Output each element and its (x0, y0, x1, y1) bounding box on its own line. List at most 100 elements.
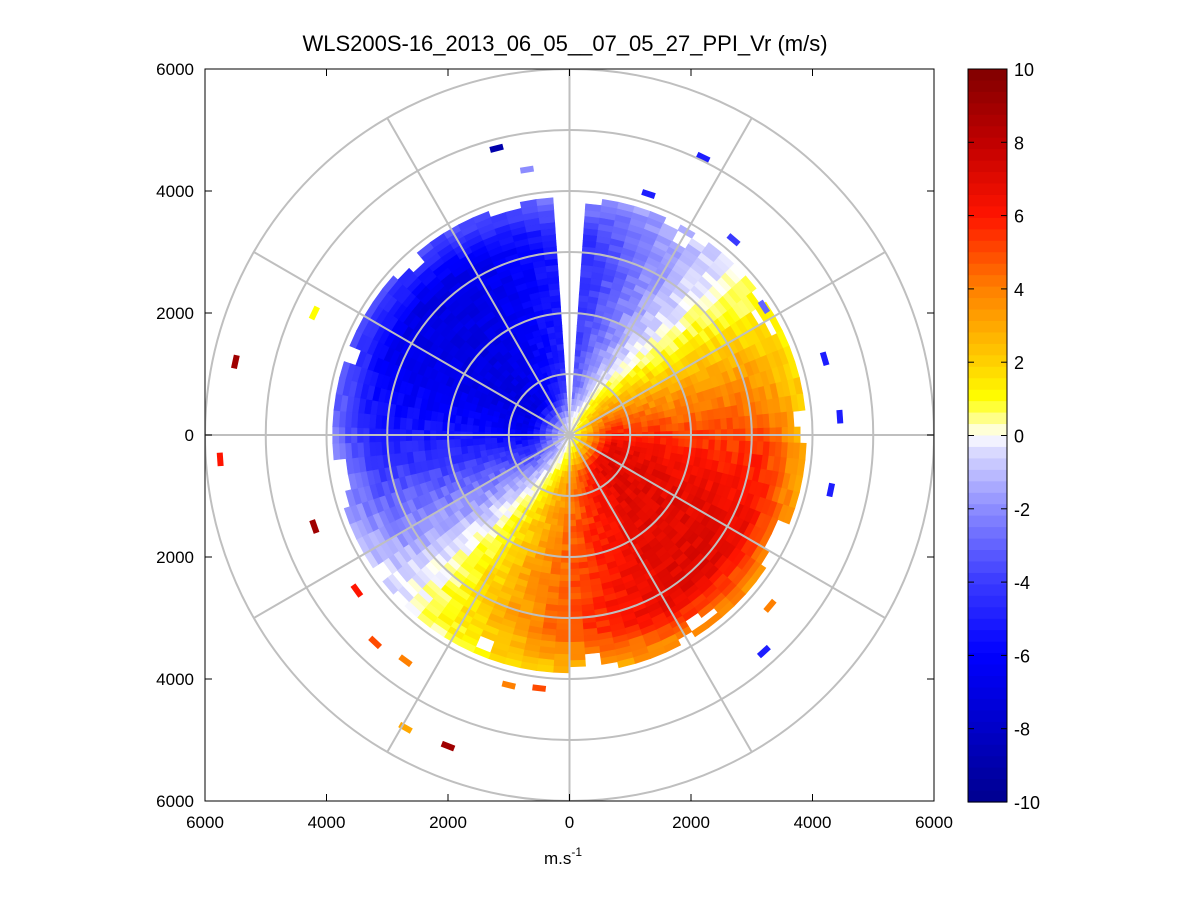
velocity-cell (562, 538, 570, 544)
y-tick-label: 2000 (156, 548, 194, 567)
colorbar-swatch (968, 768, 1007, 780)
velocity-cell (562, 380, 566, 387)
colorbar-swatch (968, 69, 1007, 81)
colorbar-swatch (968, 344, 1007, 356)
colorbar-swatch (968, 275, 1007, 287)
colorbar-swatch (968, 504, 1007, 516)
colorbar-tick-label: -2 (1014, 500, 1030, 520)
velocity-cell (559, 575, 569, 581)
x-tick-label: 4000 (794, 813, 832, 832)
chart-title: WLS200S-16_2013_06_05__07_05_27_PPI_Vr (… (302, 31, 827, 56)
colorbar-swatch (968, 458, 1007, 470)
velocity-cell (556, 526, 563, 533)
velocity-cell (577, 319, 586, 326)
velocity-cell (654, 425, 661, 432)
velocity-cell (576, 332, 584, 339)
colorbar-tick-label: 10 (1014, 60, 1034, 80)
velocity-cell (553, 544, 562, 551)
velocity-cell (642, 427, 648, 433)
colorbar-swatch (968, 161, 1007, 173)
velocity-cell (709, 440, 716, 450)
velocity-cell (557, 344, 564, 351)
velocity-cell (485, 426, 492, 432)
colorbar-swatch (968, 619, 1007, 631)
velocity-cell (570, 660, 586, 667)
colorbar-swatch (968, 138, 1007, 150)
colorbar-swatch (968, 310, 1007, 322)
y-tick-label: 0 (185, 426, 194, 445)
velocity-cell (521, 437, 527, 441)
velocity-cell (570, 624, 584, 631)
velocity-cell (570, 545, 578, 551)
velocity-cell (570, 636, 584, 643)
velocity-cell (570, 654, 586, 661)
velocity-cell (636, 427, 642, 432)
x-tick-label: 6000 (186, 813, 224, 832)
velocity-cell (527, 436, 533, 439)
velocity-cell (733, 417, 740, 429)
x-tick-label: 0 (565, 813, 574, 832)
x-tick-label: 4000 (308, 813, 346, 832)
colorbar-swatch (968, 470, 1007, 482)
colorbar-swatch (968, 573, 1007, 585)
velocity-cell (436, 440, 443, 450)
velocity-cell (485, 438, 492, 444)
colorbar-swatch (968, 321, 1007, 333)
velocity-cell (406, 418, 413, 430)
velocity-cell (666, 438, 673, 445)
velocity-cell (577, 326, 585, 333)
colorbar-tick-label: -6 (1014, 646, 1030, 666)
colorbar-swatch (968, 584, 1007, 596)
colorbar-tick-label: -10 (1014, 793, 1040, 813)
colorbar-tick-label: -4 (1014, 573, 1030, 593)
velocity-cell (678, 423, 685, 431)
velocity-cell (460, 424, 467, 432)
x-axis-label-base: m.s (544, 849, 571, 868)
velocity-cell (478, 438, 485, 445)
velocity-cell (537, 665, 554, 673)
outlier-dash (532, 687, 545, 689)
velocity-cell (400, 441, 407, 453)
velocity-cell (559, 362, 564, 369)
velocity-cell (430, 440, 437, 450)
velocity-cell (660, 425, 667, 432)
outlier-dash (829, 483, 832, 496)
velocity-cell (554, 538, 562, 545)
velocity-cell (554, 654, 570, 661)
velocity-cell (555, 532, 563, 539)
velocity-cell (576, 532, 584, 539)
velocity-cell (702, 420, 709, 430)
velocity-cell (555, 636, 569, 643)
velocity-cell (565, 405, 568, 411)
colorbar-swatch (968, 298, 1007, 310)
colorbar-swatch (968, 355, 1007, 367)
velocity-cell (559, 587, 570, 594)
colorbar-swatch (968, 642, 1007, 654)
velocity-cell (558, 593, 569, 600)
velocity-cell (641, 421, 648, 427)
x-axis-label-superscript: -1 (571, 845, 582, 859)
colorbar-swatch (968, 413, 1007, 425)
velocity-cell (570, 581, 581, 588)
velocity-cell (562, 532, 569, 538)
velocity-cell (654, 438, 661, 445)
colorbar-swatch (968, 80, 1007, 92)
velocity-cell (558, 599, 570, 606)
x-tick-label: 2000 (429, 813, 467, 832)
velocity-cell (556, 338, 563, 345)
x-tick-label: 6000 (915, 813, 953, 832)
velocity-cell (491, 443, 498, 449)
colorbar-swatch (968, 264, 1007, 276)
velocity-cell (537, 198, 554, 206)
colorbar-swatch (968, 779, 1007, 791)
colorbar-swatch (968, 229, 1007, 241)
velocity-cell (672, 424, 679, 432)
colorbar-swatch (968, 676, 1007, 688)
velocity-cell (491, 438, 497, 444)
velocity-cell (554, 326, 562, 333)
velocity-cell (497, 437, 503, 442)
colorbar-tick-label: 2 (1014, 353, 1024, 373)
colorbar-swatch (968, 791, 1007, 803)
velocity-cell (584, 646, 600, 654)
colorbar-tick-label: 8 (1014, 133, 1024, 153)
